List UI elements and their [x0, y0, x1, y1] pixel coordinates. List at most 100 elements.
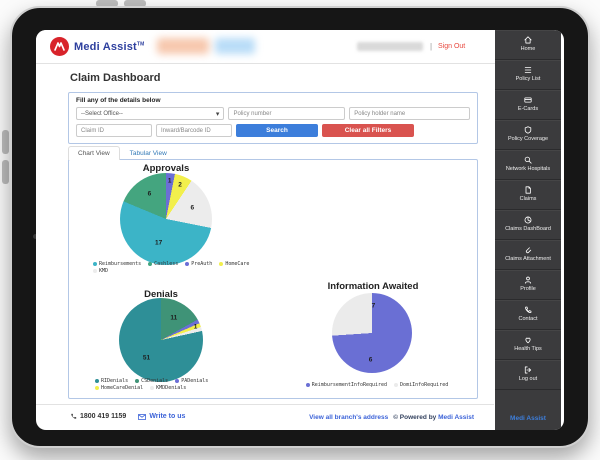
tablet-top-button [124, 0, 146, 7]
sidebar-items: Home Policy List E-Cards Policy Coverage Net… [495, 30, 561, 390]
app-header: Medi AssistTM | Sign Out [36, 30, 499, 64]
chart-title-approvals: Approvals [142, 163, 190, 174]
app-screen: Medi AssistTM | Sign Out Claim Dashboard… [36, 30, 564, 430]
legend-dot-icon [175, 379, 180, 383]
slice-value-label: 7 [371, 302, 376, 310]
sidebar-item-log-out[interactable]: Log out [495, 360, 561, 390]
legend-item[interactable]: HomeCare [219, 261, 249, 267]
powered-by: © Powered by Medi Assist [393, 414, 474, 421]
sidebar-item-claims[interactable]: Claims [495, 180, 561, 210]
office-select[interactable]: --Select Office-- ▾ [76, 107, 225, 120]
person-icon [524, 277, 532, 285]
legend-label: PreAuth [191, 261, 213, 267]
search-button[interactable]: Search [236, 124, 318, 137]
legend-dot-icon [93, 262, 97, 266]
chevron-down-icon: ▾ [215, 111, 220, 118]
legend-label: HomeCare [225, 261, 250, 267]
legend-dot-icon [150, 386, 155, 390]
slice-value-label: 11 [170, 314, 178, 322]
write-to-us-link[interactable]: Write to us [138, 413, 185, 420]
sidebar-item-policy-coverage[interactable]: Policy Coverage [495, 120, 561, 150]
filter-panel: Fill any of the details below --Select O… [68, 92, 478, 144]
legend-dot-icon [148, 262, 153, 266]
branch-address-link[interactable]: View all branch's address [309, 414, 389, 421]
slice-value-label: 1 [193, 323, 198, 331]
view-tabs: Chart View Tabular View [68, 146, 177, 160]
legend-item[interactable]: PreAuth [185, 261, 212, 267]
legend-item[interactable]: Reimbursements [93, 261, 141, 267]
sidebar-brand[interactable]: Medi Assist [510, 415, 546, 422]
legend-dot-icon [95, 379, 99, 383]
legend-dot-icon [394, 383, 399, 387]
slice-value-label: 6 [147, 190, 152, 198]
sign-out-link[interactable]: Sign Out [438, 43, 466, 50]
sidebar-item-label: Policy List [515, 76, 541, 83]
sidebar-item-claims-dashboard[interactable]: Claims DashBoard [495, 210, 561, 240]
heart-icon [525, 338, 531, 344]
clear-filters-button[interactable]: Clear all Filters [322, 124, 414, 137]
sidebar-item-contact[interactable]: Contact [495, 300, 561, 330]
sidebar-item-health-tips[interactable]: Health Tips [495, 330, 561, 360]
sidebar-item-home[interactable]: Home [495, 30, 561, 60]
denials-pie-chart[interactable]: 11 1 51 [119, 298, 203, 382]
policy-list-icon [524, 67, 532, 74]
sidebar-item-label: Policy Coverage [507, 136, 549, 143]
user-name-redacted [357, 42, 423, 51]
legend-item[interactable]: PADenials [175, 378, 208, 384]
filter-heading: Fill any of the details below [76, 97, 161, 104]
slice-value-label: 2 [178, 181, 182, 189]
legend-label: KMDDenials [156, 385, 187, 391]
sidebar-item-label: Log out [518, 376, 538, 383]
sidebar-item-policy-list[interactable]: Policy List [495, 60, 561, 90]
sidebar-item-label: Claims [519, 196, 537, 203]
claim-id-input[interactable]: Claim ID [76, 124, 152, 137]
tab-tabular-view[interactable]: Tabular View [129, 149, 167, 157]
policy-holder-input[interactable]: Policy holder name [349, 107, 470, 120]
powered-brand: Medi Assist [438, 414, 474, 421]
brand-name: Medi AssistTM [74, 41, 145, 53]
home-icon [524, 36, 532, 44]
charts-panel: Approvals 1 2 6 17 6 Reimbursements Cashless P… [68, 159, 478, 399]
policy-coverage-icon [524, 126, 532, 135]
legend-dot-icon [95, 386, 99, 390]
legend-label: RIDenials [101, 378, 129, 384]
slice-value-label: 6 [368, 356, 373, 364]
sidebar-item-network-hospitals[interactable]: Network Hospitals [495, 150, 561, 180]
phone-icon [525, 307, 532, 314]
legend-label: CSDenials [141, 378, 169, 384]
sidebar-menu: Home Policy List E-Cards Policy Coverage Net… [495, 30, 561, 430]
ecards-icon [524, 97, 532, 104]
legend-label: Reimbursements [99, 261, 142, 267]
legend-item[interactable]: DomiInfoRequired [394, 382, 448, 388]
legend-item[interactable]: RIDenials [95, 378, 128, 384]
inward-barcode-input[interactable]: Inward/Barcode ID [156, 124, 232, 137]
legend-item[interactable]: Cashless [148, 261, 178, 267]
sidebar-item-claims-attachment[interactable]: Claims Attachment [495, 240, 561, 270]
sidebar-item-e-cards[interactable]: E-Cards [495, 90, 561, 120]
tablet-frame: Medi AssistTM | Sign Out Claim Dashboard… [10, 6, 590, 448]
dashboard-icon [524, 217, 532, 224]
sidebar-item-label: Home [520, 46, 536, 53]
slice-value-label: 17 [155, 239, 163, 247]
legend-dot-icon [305, 383, 310, 387]
legend-item[interactable]: CSDenials [135, 378, 168, 384]
legend-dot-icon [185, 262, 190, 266]
policy-number-input[interactable]: Policy number [228, 107, 346, 120]
search-icon [524, 157, 532, 165]
tab-chart-view[interactable]: Chart View [68, 146, 120, 160]
legend-item[interactable]: KMD [93, 268, 108, 274]
legend-label: HomeCareDenial [101, 385, 144, 391]
approvals-pie-chart[interactable]: 1 2 6 17 6 [120, 173, 212, 265]
sidebar-item-profile[interactable]: Profile [495, 270, 561, 300]
legend-item[interactable]: KMDDenials [150, 385, 186, 391]
legend-label: DomiInfoRequired [400, 382, 449, 388]
sidebar-item-label: Network Hospitals [505, 166, 551, 173]
legend-item[interactable]: ReimbursementInfoRequired [305, 382, 387, 388]
slice-value-label: 6 [190, 204, 195, 212]
tablet-top-button [96, 0, 118, 7]
chart-title-denials: Denials [144, 289, 178, 300]
page-title: Claim Dashboard [70, 72, 161, 84]
legend-item[interactable]: HomeCareDenial [95, 385, 143, 391]
